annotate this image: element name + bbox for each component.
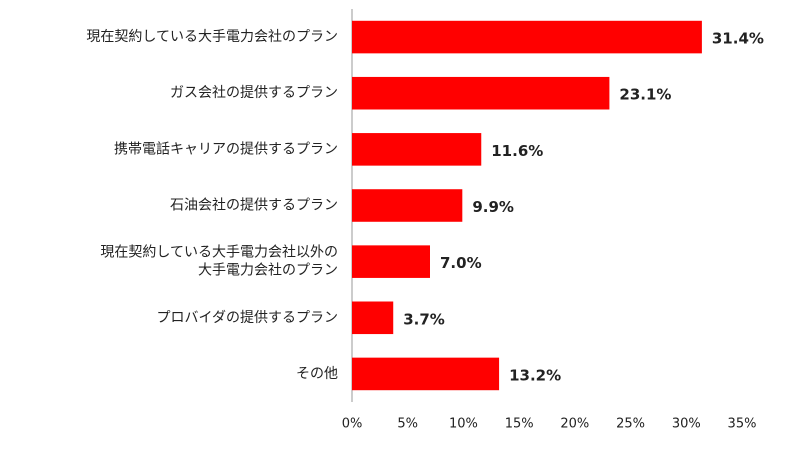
- value-label: 9.9%: [472, 198, 514, 216]
- x-tick-label: 30%: [672, 417, 701, 432]
- bar: [352, 301, 394, 335]
- x-tick-label: 10%: [449, 417, 478, 432]
- value-label: 3.7%: [403, 310, 445, 328]
- bar: [352, 189, 463, 222]
- x-tick-label: 5%: [397, 417, 418, 432]
- bar: [352, 133, 482, 166]
- value-label: 23.1%: [619, 86, 671, 104]
- x-tick-label: 0%: [342, 417, 363, 432]
- x-tick-label: 15%: [505, 417, 534, 432]
- y-tick-label: その他: [296, 366, 338, 382]
- y-tick-label: ガス会社の提供するプラン: [170, 85, 338, 101]
- x-tick-label: 20%: [560, 417, 589, 432]
- value-label: 13.2%: [509, 366, 561, 384]
- value-label: 7.0%: [440, 254, 482, 272]
- bar: [352, 357, 500, 391]
- x-tick-label: 35%: [728, 417, 757, 432]
- bar: [352, 245, 430, 278]
- y-tick-label: 携帯電話キャリアの提供するプラン: [114, 140, 338, 157]
- y-tick-label: プロバイダの提供するプラン: [157, 310, 338, 326]
- y-tick-label: 石油会社の提供するプラン: [170, 198, 338, 214]
- bar: [352, 20, 702, 54]
- y-tick-label: 現在契約している大手電力会社以外の大手電力会社のプラン: [100, 245, 338, 279]
- x-tick-label: 25%: [616, 417, 645, 432]
- y-tick-label: 現在契約している大手電力会社のプラン: [86, 29, 338, 45]
- bar: [352, 76, 610, 110]
- value-label: 11.6%: [491, 142, 543, 160]
- value-label: 31.4%: [712, 30, 764, 48]
